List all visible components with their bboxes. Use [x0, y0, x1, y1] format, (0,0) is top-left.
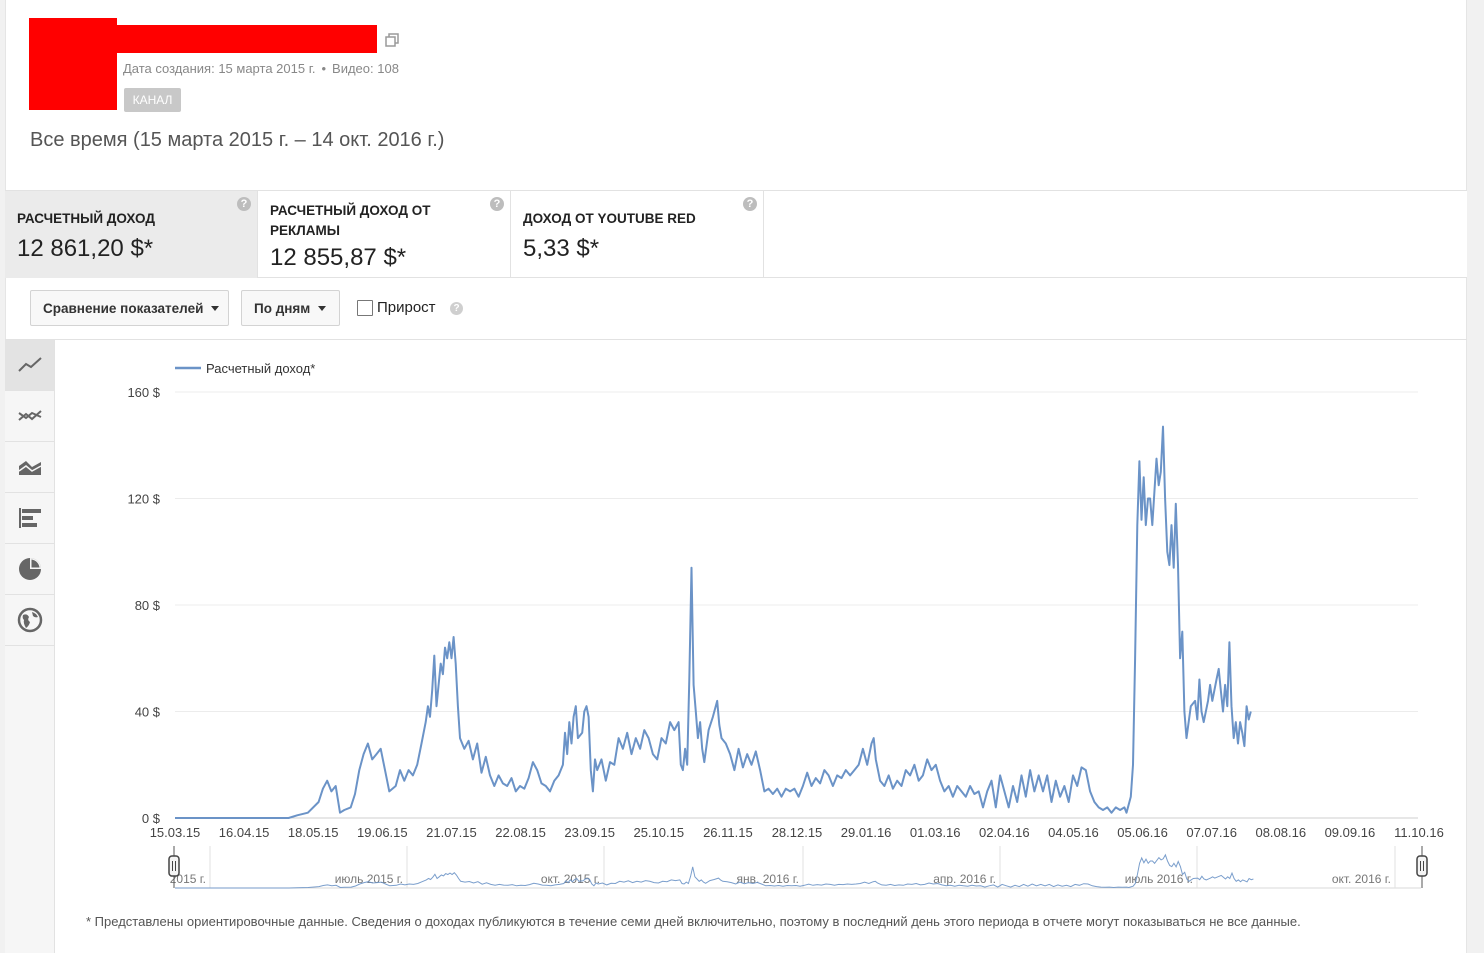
x-tick-label: 04.05.16: [1048, 825, 1099, 840]
y-tick-label: 80 $: [135, 598, 161, 613]
navigator-label: июль 2016 г.: [1125, 872, 1193, 886]
created-date: Дата создания: 15 марта 2015 г.: [123, 61, 316, 76]
granularity-dropdown[interactable]: По дням: [241, 290, 340, 326]
redacted-avatar: [29, 18, 117, 110]
chevron-down-icon: [211, 305, 220, 311]
bar-chart-icon: [18, 508, 41, 528]
x-tick-label: 08.08.16: [1255, 825, 1306, 840]
x-tick-label: 22.08.15: [495, 825, 546, 840]
help-icon[interactable]: ?: [237, 197, 251, 211]
navigator-series-line: [175, 853, 1254, 889]
x-tick-label: 19.06.15: [357, 825, 408, 840]
area-chart-button[interactable]: [5, 442, 54, 493]
footnote: * Представлены ориентировочные данные. С…: [86, 914, 1301, 929]
navigator-label: июль 2015 г.: [335, 872, 403, 886]
x-tick-label: 01.03.16: [910, 825, 961, 840]
x-tick-label: 28.12.15: [772, 825, 823, 840]
y-tick-label: 40 $: [135, 705, 161, 720]
open-external-icon[interactable]: [384, 32, 400, 48]
growth-checkbox[interactable]: [357, 300, 373, 316]
granularity-label: По дням: [254, 300, 311, 316]
x-tick-label: 21.07.15: [426, 825, 477, 840]
legend-label: Расчетный доход*: [206, 361, 315, 376]
metric-value: 12 861,20 $*: [17, 235, 154, 262]
x-tick-label: 26.11.15: [703, 825, 753, 840]
navigator-handle-right[interactable]: [1416, 855, 1428, 877]
x-tick-label: 07.07.16: [1186, 825, 1237, 840]
navigator-label: окт. 2016 г.: [1332, 872, 1391, 886]
metric-label: ДОХОД ОТ YOUTUBE RED: [523, 211, 696, 226]
x-tick-label: 02.04.16: [979, 825, 1030, 840]
x-tick-label: 15.03.15: [150, 825, 201, 840]
compare-metrics-label: Сравнение показателей: [43, 300, 204, 316]
analytics-panel: [5, 0, 1467, 953]
series-line: [175, 425, 1252, 819]
multi-line-chart-button[interactable]: [5, 391, 54, 442]
chevron-down-icon: [318, 305, 327, 311]
x-tick-label: 18.05.15: [288, 825, 339, 840]
navigator-handle-left[interactable]: [168, 855, 180, 877]
navigator-label: апр. 2016 г.: [933, 872, 996, 886]
map-chart-button[interactable]: [5, 595, 54, 646]
compare-metrics-dropdown[interactable]: Сравнение показателей: [30, 290, 229, 326]
x-tick-label: 29.01.16: [841, 825, 892, 840]
x-tick-label: 23.09.15: [564, 825, 615, 840]
pie-chart-icon: [18, 558, 41, 580]
chart-type-sidebar: [5, 340, 55, 953]
globe-map-icon: [17, 607, 42, 633]
x-tick-label: 05.06.16: [1117, 825, 1168, 840]
metric-value: 5,33 $*: [523, 235, 600, 262]
metric-label: РАСЧЕТНЫЙ ДОХОД ОТ РЕКЛАМЫ: [270, 203, 431, 238]
x-tick-label: 16.04.15: [219, 825, 270, 840]
help-icon[interactable]: ?: [450, 302, 463, 315]
chart-controls: Сравнение показателей По дням Прирост ?: [5, 278, 1467, 340]
x-tick-label: 25.10.15: [633, 825, 684, 840]
multi-line-chart-icon: [17, 410, 42, 421]
meta-separator: •: [321, 61, 327, 76]
y-tick-label: 160 $: [127, 385, 160, 400]
channel-meta: Дата создания: 15 марта 2015 г. • Видео: 1…: [123, 61, 399, 76]
metric-label: РАСЧЕТНЫЙ ДОХОД: [17, 211, 155, 226]
channel-badge: КАНАЛ: [124, 88, 181, 112]
navigator-label: янв. 2016 г.: [737, 872, 799, 886]
pie-chart-button[interactable]: [5, 544, 54, 595]
date-range-title: Все время (15 марта 2015 г. – 14 окт. 20…: [30, 129, 445, 151]
y-tick-label: 120 $: [127, 492, 160, 507]
line-chart-button[interactable]: [5, 340, 54, 391]
video-count: Видео: 108: [332, 61, 399, 76]
help-icon[interactable]: ?: [490, 197, 504, 211]
bar-chart-button[interactable]: [5, 493, 54, 544]
y-tick-label: 0 $: [142, 811, 161, 826]
redacted-channel-name: [112, 25, 377, 53]
help-icon[interactable]: ?: [743, 197, 757, 211]
metric-tab-estimated-revenue[interactable]: РАСЧЕТНЫЙ ДОХОД 12 861,20 $* ?: [5, 191, 258, 278]
metric-tabs: РАСЧЕТНЫЙ ДОХОД 12 861,20 $* ? РАСЧЕТНЫЙ…: [5, 190, 1467, 278]
x-tick-label: 09.09.16: [1325, 825, 1376, 840]
growth-label[interactable]: Прирост: [377, 299, 436, 316]
x-tick-label: 11.10.16: [1394, 825, 1444, 840]
metric-tab-youtube-red-revenue[interactable]: ДОХОД ОТ YOUTUBE RED 5,33 $* ?: [511, 191, 764, 278]
metric-value: 12 855,87 $*: [270, 244, 407, 271]
metric-tab-ad-revenue[interactable]: РАСЧЕТНЫЙ ДОХОД ОТ РЕКЛАМЫ 12 855,87 $* …: [258, 191, 511, 278]
navigator-label: окт. 2015 г.: [541, 872, 600, 886]
line-chart-icon: [17, 357, 42, 372]
area-chart-icon: [18, 461, 41, 475]
